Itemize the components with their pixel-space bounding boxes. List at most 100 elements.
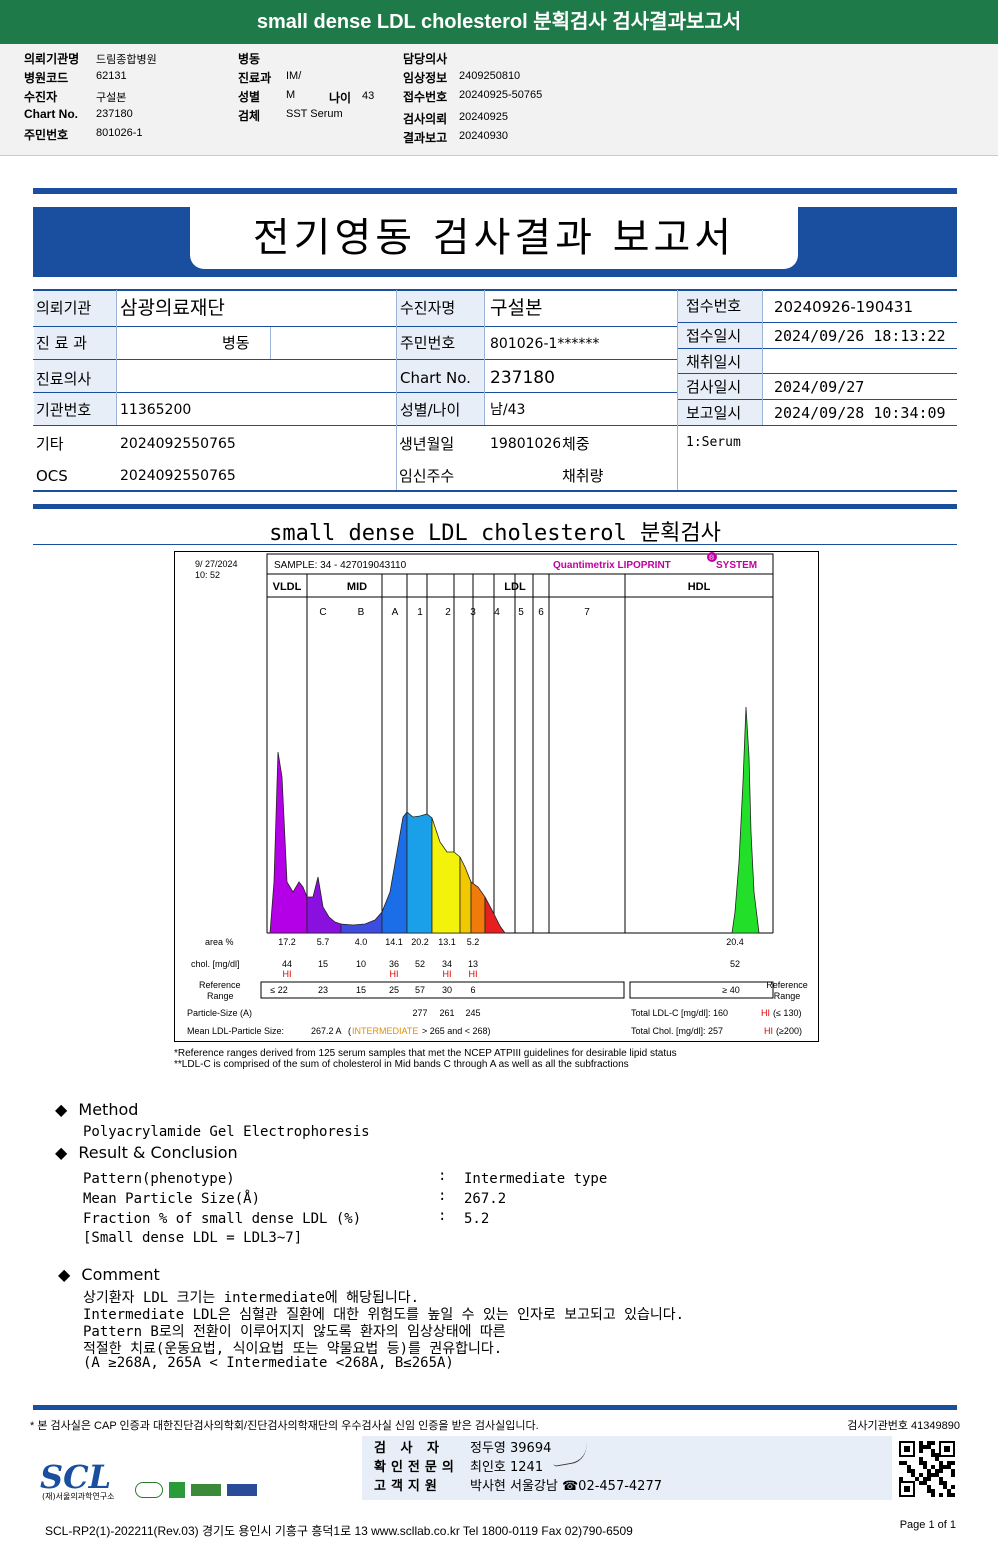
org-label: 기관번호	[34, 393, 116, 425]
row-label-chol: chol. [mg/dl]	[191, 959, 240, 969]
sample-box	[266, 553, 774, 575]
scl-logo-sub: (재)서울의과학연구소	[42, 1492, 115, 1501]
lipoprint-chart: 9/ 27/2024 10: 52 SAMPLE: 34 - 42701904311…	[174, 551, 819, 1042]
top-info-label: 주민번호	[24, 128, 69, 142]
row-label-ref1: Reference	[199, 980, 241, 990]
rrn-label: 주민번호	[397, 327, 484, 359]
row-label-area: area %	[205, 937, 234, 947]
band-peak	[470, 881, 486, 934]
ward-value: 병동	[222, 334, 250, 352]
comment-line: 상기환자 LDL 크기는 intermediate에 해당됩니다.	[83, 1290, 420, 1306]
mean-size: 267.2 A	[311, 1026, 342, 1036]
top-info-value: 20240925-50765	[459, 89, 543, 101]
chart-brand-suffix: SYSTEM	[716, 560, 757, 571]
ldl-total: Total LDL-C [mg/dl]: 160	[631, 1008, 728, 1018]
footer-address: SCL-RP2(1)-202211(Rev.03) 경기도 용인시 기흥구 흥덕…	[45, 1524, 633, 1538]
chol-value: 52	[415, 959, 425, 969]
top-info-panel: 의뢰기관명 드림종합병원 병원코드 62131 수진자 구설본 Chart No. 23718…	[0, 44, 998, 156]
group-label: HDL	[688, 581, 711, 593]
band-peak	[731, 706, 760, 934]
top-info-value: 237180	[96, 108, 133, 120]
report-title: 전기영동 검사결과 보고서	[190, 207, 798, 269]
top-info-value: 2409250810	[459, 70, 521, 82]
section-title: small dense LDL cholesterol 분획검사	[269, 521, 721, 546]
comment-line: 적절한 치료(운동요법, 식이요법 또는 약물요법 등)를 권유합니다.	[83, 1341, 503, 1357]
chol-value: 44	[282, 959, 292, 969]
ref-box-left	[260, 981, 625, 999]
chart-sample: SAMPLE: 34 - 427019043110	[274, 560, 407, 571]
inst-label: 의뢰기관	[34, 291, 116, 326]
top-info-label: 의뢰기관명	[24, 52, 80, 66]
chart-value: 237180	[490, 368, 555, 388]
ref-value: 6	[470, 985, 475, 995]
ref-right-2: Range	[774, 991, 801, 1001]
chol-ref: (≥200)	[776, 1026, 802, 1036]
result-heading-label: Result & Conclusion	[78, 1143, 238, 1162]
rno-value: 20240926-190431	[774, 298, 914, 316]
chart-footnote-2: **LDL-C is comprised of the sum of chole…	[174, 1059, 629, 1070]
top-info-label: 병원코드	[24, 71, 69, 85]
top-info-label: 임상정보	[403, 71, 448, 85]
mean-open: (	[348, 1026, 351, 1036]
org-value: 11365200	[120, 402, 192, 418]
diamond-icon: ◆	[55, 1100, 68, 1119]
report-banner-title: small dense LDL cholesterol 분획검사 검사결과보고서	[0, 0, 998, 44]
mean-range: > 265 and < 268)	[422, 1026, 491, 1036]
area-value: 14.1	[385, 937, 403, 947]
top-info-label: 진료과	[238, 71, 272, 85]
accreditation-note: * 본 검사실은 CAP 인증과 대한진단검사의학회/진단검사의학재단의 우수검…	[30, 1420, 539, 1432]
row-label-particle: Particle-Size (A)	[187, 1008, 252, 1018]
area-value: 20.2	[411, 937, 429, 947]
result-colon: :	[438, 1168, 447, 1184]
sexage-value: 남/43	[490, 402, 526, 418]
staff-name: 정두영 39694	[470, 1441, 552, 1456]
staff-row: 고객지원 박사현 서울강남 ☎02-457-4277	[374, 1475, 662, 1494]
ref-value: ≤ 22	[270, 985, 287, 995]
chart-footnote-1: *Reference ranges derived from 125 serum…	[174, 1048, 677, 1059]
particle-value: 277	[412, 1008, 427, 1018]
chol-value: 52	[730, 959, 740, 969]
method-heading: ◆ Method	[55, 1100, 138, 1119]
cdate-label: 채취일시	[678, 349, 762, 373]
band-peak	[459, 856, 472, 934]
hi-flag: HI	[469, 969, 478, 979]
staff-row: 확인전문의 최인호 1241	[374, 1456, 543, 1475]
staff-name: 박사현 서울강남 ☎02-457-4277	[470, 1479, 662, 1494]
registered-mark	[707, 552, 717, 562]
lab-number: 검사기관번호 41349890	[847, 1420, 960, 1432]
age-value: 43	[362, 90, 375, 102]
chol-value: 10	[356, 959, 366, 969]
band-label: B	[358, 607, 365, 618]
result-label: Mean Particle Size(Å)	[83, 1191, 261, 1207]
top-info-value: SST Serum	[286, 108, 343, 120]
signature	[550, 1443, 590, 1467]
ref-value: 57	[415, 985, 425, 995]
area-value: 5.2	[467, 937, 480, 947]
area-value: 5.7	[317, 937, 330, 947]
chol-value: 15	[318, 959, 328, 969]
diamond-icon: ◆	[55, 1143, 68, 1162]
top-info-label: 성별	[238, 90, 261, 104]
group-label: MID	[347, 581, 367, 593]
staff-name: 최인호 1241	[470, 1460, 544, 1475]
weight-label: 체중	[562, 435, 590, 453]
band-label: C	[319, 607, 326, 618]
band-label: 5	[518, 607, 524, 618]
band-label: A	[392, 607, 399, 618]
top-info-value: 20240930	[459, 130, 508, 142]
band-label: 1	[417, 607, 423, 618]
chart-label: Chart No.	[397, 360, 484, 392]
header-rule	[33, 188, 957, 194]
top-info-label: Chart No.	[24, 107, 78, 121]
method-text: Polyacrylamide Gel Electrophoresis	[83, 1124, 370, 1140]
area-value: 20.4	[726, 937, 744, 947]
mean-class: INTERMEDIATE	[352, 1026, 418, 1036]
etc-value: 2024092550765	[120, 436, 236, 452]
top-info-value: 62131	[96, 70, 127, 82]
patient-value: 구설본	[490, 297, 543, 319]
staff-box: 검 사 자 정두영 39694 확인전문의 최인호 1241 고객지원 박사현 서울강남 …	[362, 1436, 892, 1500]
comment-heading-label: Comment	[81, 1265, 160, 1284]
registered-mark-text: ®	[709, 554, 715, 562]
ocs-label: OCS	[36, 467, 68, 485]
